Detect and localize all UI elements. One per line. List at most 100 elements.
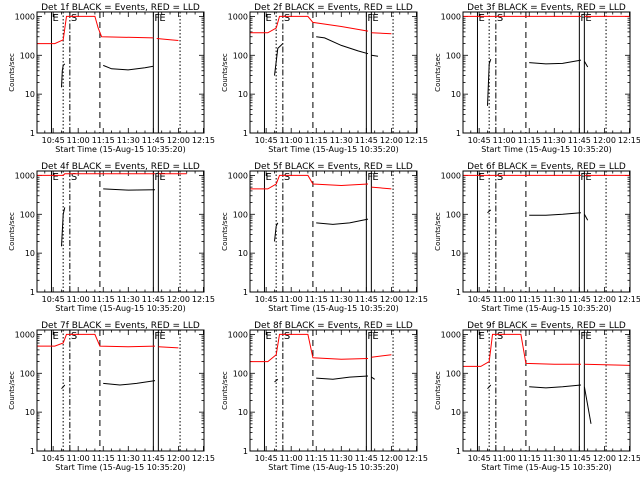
x-tick-label: 11:30 xyxy=(330,454,353,463)
x-tick-label: 11:45 xyxy=(355,454,378,463)
events-series-line xyxy=(487,58,492,106)
y-axis-label: Counts/sec xyxy=(434,371,442,410)
event-marker-label: E xyxy=(52,13,58,24)
x-tick-label: 11:30 xyxy=(543,295,566,304)
x-tick-label: 10:45 xyxy=(42,295,65,304)
lld-series-line xyxy=(250,174,369,190)
events-series-line xyxy=(316,36,369,55)
x-axis-label: Start Time (15-Aug-15 10:35:20) xyxy=(268,304,399,313)
x-tick-label: 10:45 xyxy=(42,454,65,463)
x-tick-label: 11:15 xyxy=(518,454,541,463)
x-tick-label: 12:00 xyxy=(167,295,190,304)
x-axis-label: Start Time (15-Aug-15 10:35:20) xyxy=(55,463,186,472)
event-marker-label: S xyxy=(71,331,77,342)
events-series-line xyxy=(583,61,589,68)
lld-series-line xyxy=(371,186,392,190)
event-marker-label: S xyxy=(284,172,290,183)
panel-7: Det 7f BLACK = Events, RED = LLD 1 10 100 10… xyxy=(8,321,215,472)
event-marker-label: F xyxy=(580,331,586,342)
lld-series-line xyxy=(250,333,369,363)
y-tick-label: 1000 xyxy=(441,330,461,339)
y-tick-label: 1000 xyxy=(441,12,461,21)
event-marker-label: F xyxy=(580,13,586,24)
event-marker-label: S xyxy=(284,331,290,342)
event-marker-label: E xyxy=(585,331,591,342)
lld-series-line xyxy=(37,173,155,176)
panel-title: Det 9f BLACK = Events, RED = LLD xyxy=(467,321,626,331)
event-marker-label: E xyxy=(159,172,165,183)
x-tick-label: 11:45 xyxy=(568,454,591,463)
plot-frame xyxy=(36,329,205,452)
x-tick-label: 11:45 xyxy=(355,136,378,145)
events-series-line xyxy=(61,384,66,390)
event-marker-label: F xyxy=(367,13,373,24)
event-marker-label: E xyxy=(159,13,165,24)
x-tick-label: 11:30 xyxy=(330,136,353,145)
event-marker-label: E xyxy=(478,172,484,183)
x-tick-label: 12:15 xyxy=(192,136,215,145)
events-series-line xyxy=(583,214,589,221)
panel-title: Det 5f BLACK = Events, RED = LLD xyxy=(254,162,413,172)
y-tick-label: 1 xyxy=(243,129,248,138)
events-series-line xyxy=(487,209,492,214)
x-tick-label: 11:30 xyxy=(543,136,566,145)
y-tick-label: 100 xyxy=(20,210,35,219)
lld-series-line xyxy=(463,333,581,367)
x-tick-label: 11:30 xyxy=(117,454,140,463)
events-series-line xyxy=(487,384,492,390)
event-marker-label: F xyxy=(580,172,586,183)
x-tick-label: 12:15 xyxy=(618,454,640,463)
x-tick-label: 10:45 xyxy=(468,295,491,304)
x-tick-label: 10:45 xyxy=(255,454,278,463)
event-marker-label: E xyxy=(372,13,378,24)
event-marker-label: E xyxy=(372,331,378,342)
y-tick-label: 1 xyxy=(456,288,461,297)
y-tick-label: 10 xyxy=(25,90,35,99)
x-tick-label: 11:45 xyxy=(142,295,165,304)
y-tick-label: 100 xyxy=(233,51,248,60)
y-tick-label: 10 xyxy=(238,249,248,258)
panel-title: Det 7f BLACK = Events, RED = LLD xyxy=(41,321,200,331)
plot-frame xyxy=(36,11,205,134)
panel-1: Det 1f BLACK = Events, RED = LLD 1 10 100 10… xyxy=(8,3,215,154)
lld-series-line xyxy=(584,363,631,366)
y-axis-label: Counts/sec xyxy=(8,371,16,410)
x-tick-label: 11:00 xyxy=(493,454,516,463)
y-tick-label: 1 xyxy=(456,447,461,456)
event-marker-label: S xyxy=(71,172,77,183)
events-series-line xyxy=(274,43,284,76)
x-tick-label: 10:45 xyxy=(255,295,278,304)
y-tick-label: 1000 xyxy=(228,330,248,339)
x-axis-label: Start Time (15-Aug-15 10:35:20) xyxy=(55,145,186,154)
plot-frame xyxy=(249,170,418,293)
lld-series-line xyxy=(250,15,369,34)
y-tick-label: 10 xyxy=(451,249,461,258)
x-tick-label: 12:00 xyxy=(380,295,403,304)
events-series-line xyxy=(529,384,582,389)
y-tick-label: 1000 xyxy=(15,330,35,339)
x-tick-label: 12:00 xyxy=(593,295,616,304)
events-series-line xyxy=(61,63,66,88)
x-tick-label: 11:45 xyxy=(142,136,165,145)
x-tick-label: 12:15 xyxy=(618,295,640,304)
event-marker-label: E xyxy=(52,172,58,183)
y-tick-label: 100 xyxy=(233,369,248,378)
events-series-line xyxy=(274,222,279,242)
events-series-line xyxy=(529,212,582,216)
panel-title: Det 1f BLACK = Events, RED = LLD xyxy=(41,3,200,13)
events-series-line xyxy=(316,375,369,380)
lld-series-line xyxy=(37,15,154,45)
x-tick-label: 11:00 xyxy=(280,295,303,304)
event-marker-label: F xyxy=(154,172,160,183)
panel-2: Det 2f BLACK = Events, RED = LLD 1 10 100 10… xyxy=(221,3,428,154)
panel-8: Det 8f BLACK = Events, RED = LLD 1 10 100 10… xyxy=(221,321,428,472)
y-tick-label: 100 xyxy=(446,369,461,378)
panel-title: Det 2f BLACK = Events, RED = LLD xyxy=(254,3,413,13)
y-tick-label: 1 xyxy=(30,129,35,138)
y-axis-label: Counts/sec xyxy=(434,212,442,251)
x-tick-label: 11:00 xyxy=(280,454,303,463)
y-tick-label: 10 xyxy=(238,408,248,417)
panel-3: Det 3f BLACK = Events, RED = LLD 1 10 100 10… xyxy=(434,3,640,154)
x-tick-label: 11:45 xyxy=(142,454,165,463)
y-tick-label: 1000 xyxy=(15,12,35,21)
